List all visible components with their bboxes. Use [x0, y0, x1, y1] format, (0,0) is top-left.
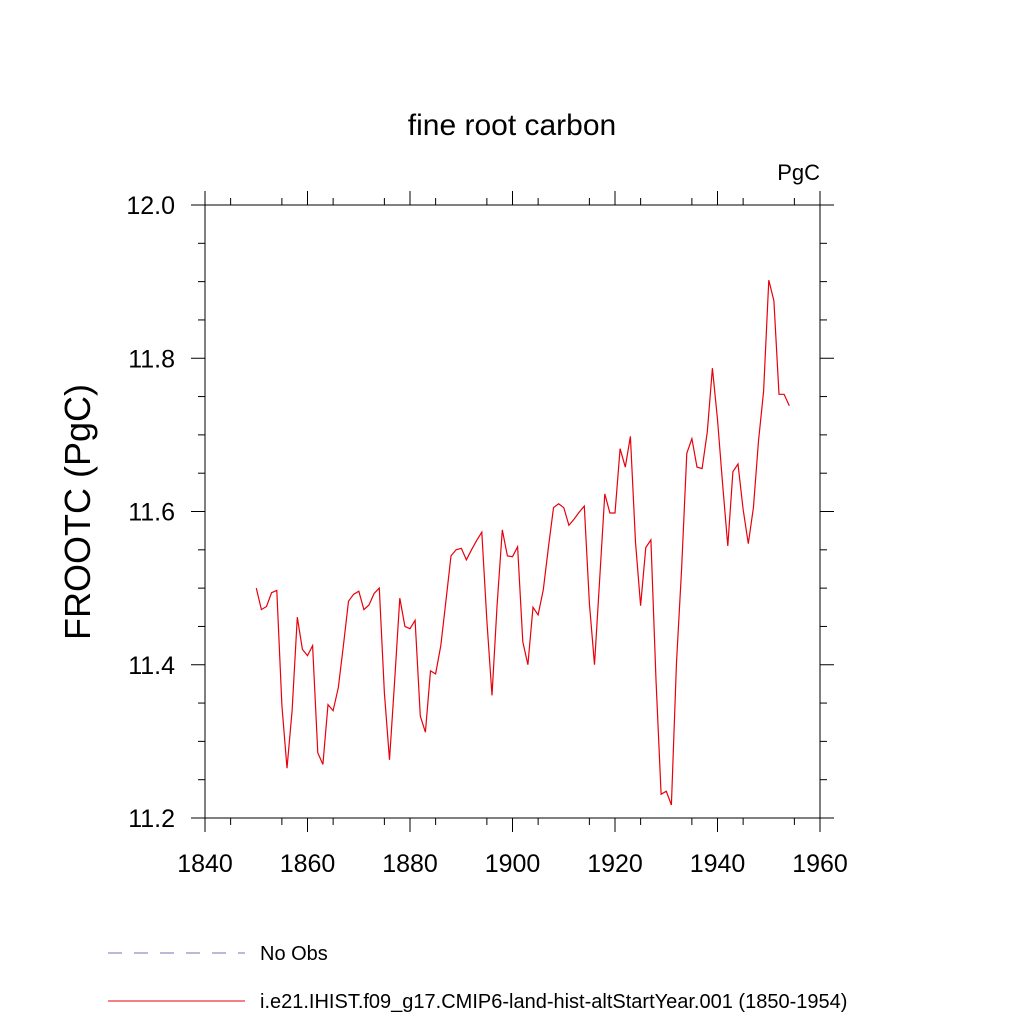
- x-tick-label: 1840: [177, 850, 233, 878]
- x-tick-label: 1860: [280, 850, 336, 878]
- y-tick-label: 11.2: [128, 805, 175, 833]
- x-tick-label: 1940: [690, 850, 746, 878]
- chart-title: fine root carbon: [408, 109, 616, 142]
- x-tick-label: 1960: [792, 850, 848, 878]
- series-layer: [255, 279, 790, 806]
- y-axis-label: FROOTC (PgC): [57, 384, 98, 640]
- units-label: PgC: [777, 160, 820, 185]
- y-tick-label: 11.8: [128, 345, 175, 373]
- y-tick-label: 12.0: [126, 192, 175, 220]
- y-tick-label: 11.4: [128, 652, 175, 680]
- y-tick-label: 11.6: [128, 499, 175, 527]
- plot-axes: 1840 1860 1880 1900 1920 1940 1960 11.2 11.4 11.6…: [126, 191, 848, 878]
- x-tick-label: 1880: [382, 850, 438, 878]
- legend-label: No Obs: [260, 943, 328, 965]
- legend-label: i.e21.IHIST.f09_g17.CMIP6-land-hist-altS…: [260, 991, 847, 1013]
- x-tick-label: 1900: [485, 850, 541, 878]
- plot-frame: [204, 204, 821, 819]
- x-tick-label: 1920: [587, 850, 643, 878]
- legend: No Obs i.e21.IHIST.f09_g17.CMIP6-land-his…: [108, 943, 847, 1013]
- series-line: [255, 279, 790, 806]
